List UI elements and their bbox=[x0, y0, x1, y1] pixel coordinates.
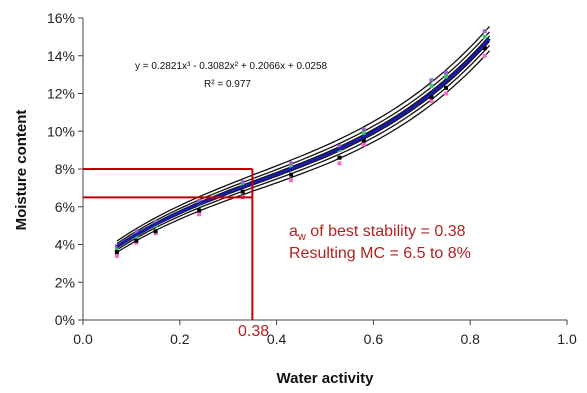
y-axis-title: Moisture content bbox=[13, 110, 30, 231]
y-tick-label: 10% bbox=[47, 123, 75, 139]
data-point bbox=[240, 180, 245, 185]
data-point bbox=[429, 99, 434, 104]
stability-annotation-text: of best stability = 0.38 bbox=[306, 223, 466, 240]
replicate-curve bbox=[116, 31, 491, 245]
data-point bbox=[240, 189, 245, 194]
y-tick-label: 12% bbox=[47, 86, 75, 102]
x-tick-label: 0.0 bbox=[73, 331, 93, 347]
resulting-mc-annotation: Resulting MC = 6.5 to 8% bbox=[289, 245, 471, 262]
stability-annotation-symbol: a bbox=[289, 223, 298, 240]
data-point bbox=[361, 138, 366, 143]
data-point bbox=[444, 70, 448, 75]
stability-guide-lines bbox=[83, 168, 254, 320]
data-point bbox=[444, 91, 448, 96]
axes: 0% 2% 4% 6% 8% 10% 12% 14% 16% 0.0 0.2 0.4 0.6 0.8 1.0 bbox=[47, 10, 577, 347]
x-tick-label: 0.4 bbox=[267, 331, 287, 347]
data-point bbox=[361, 142, 366, 147]
data-point bbox=[429, 78, 434, 83]
data-point bbox=[197, 208, 202, 213]
data-point bbox=[197, 212, 202, 217]
data-point bbox=[429, 95, 434, 100]
y-tick-label: 14% bbox=[47, 48, 75, 64]
data-point bbox=[337, 144, 342, 149]
x-tick-label: 0.6 bbox=[364, 331, 384, 347]
y-tick-label: 4% bbox=[55, 237, 75, 253]
replicate-curve bbox=[116, 44, 491, 251]
data-point bbox=[289, 161, 294, 166]
stability-annotation-subscript: w bbox=[297, 231, 306, 243]
data-point bbox=[114, 250, 119, 255]
x-tick-label: 0.8 bbox=[460, 331, 480, 347]
data-point bbox=[114, 253, 119, 258]
y-tick-label: 0% bbox=[55, 312, 75, 328]
replicate-curve bbox=[116, 25, 491, 242]
data-point bbox=[337, 161, 342, 166]
data-point bbox=[361, 131, 366, 136]
data-point bbox=[361, 127, 366, 132]
data-point bbox=[444, 85, 448, 90]
data-point bbox=[444, 74, 448, 79]
data-point bbox=[134, 229, 139, 234]
data-point bbox=[482, 46, 487, 51]
marker-value-label: 0.38 bbox=[238, 323, 269, 340]
stability-annotation: aw of best stability = 0.38 bbox=[289, 223, 466, 243]
data-point bbox=[134, 238, 139, 243]
data-point bbox=[197, 199, 202, 204]
x-tick-label: 1.0 bbox=[557, 331, 577, 347]
data-point bbox=[134, 234, 139, 239]
y-tick-label: 16% bbox=[47, 10, 75, 26]
fit-curve-layer bbox=[116, 37, 491, 248]
y-tick-label: 6% bbox=[55, 199, 75, 215]
data-point bbox=[429, 83, 434, 88]
y-tick-label: 2% bbox=[55, 274, 75, 290]
x-axis-title: Water activity bbox=[277, 370, 375, 387]
y-tick-label: 8% bbox=[55, 161, 75, 177]
data-point bbox=[482, 34, 487, 39]
x-tick-label: 0.2 bbox=[170, 331, 190, 347]
replicate-curve bbox=[116, 50, 491, 253]
fit-r-squared: R² = 0.977 bbox=[204, 79, 251, 90]
data-point bbox=[289, 178, 294, 183]
data-point bbox=[482, 53, 487, 58]
data-point bbox=[289, 165, 294, 170]
data-point bbox=[289, 172, 294, 177]
fit-equation: y = 0.2821x³ - 0.3082x² + 0.2066x + 0.02… bbox=[135, 61, 328, 72]
data-point bbox=[482, 29, 487, 34]
data-point bbox=[153, 219, 158, 224]
fit-curve bbox=[116, 37, 491, 248]
data-point bbox=[337, 155, 342, 160]
data-point bbox=[153, 229, 158, 234]
